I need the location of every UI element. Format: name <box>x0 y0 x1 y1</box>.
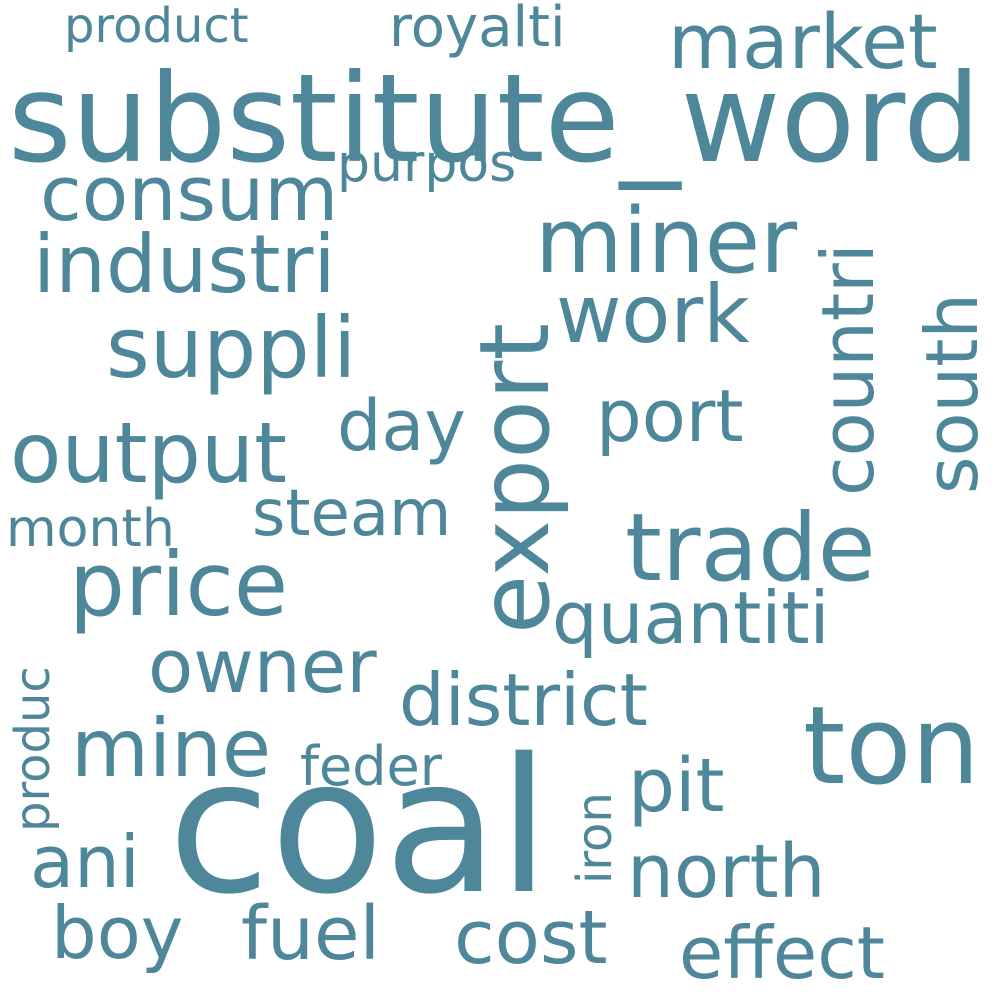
word-port: port <box>596 374 744 458</box>
word-miner: miner <box>535 189 798 294</box>
word-north: north <box>627 829 826 915</box>
word-owner: owner <box>148 624 377 710</box>
word-price: price <box>69 533 289 636</box>
word-feder: feder <box>300 735 442 798</box>
word-output: output <box>10 404 288 502</box>
word-trade: trade <box>625 494 876 603</box>
word-industri: industri <box>33 218 336 311</box>
word-pit: pit <box>628 743 725 829</box>
word-iron: iron <box>567 792 623 884</box>
word-produc: produc <box>5 666 61 832</box>
word-month: month <box>6 499 175 559</box>
word-day: day <box>337 385 466 467</box>
word-quantiti: quantiti <box>552 576 830 660</box>
word-export: export <box>459 323 571 634</box>
word-purpos: purpos <box>337 134 517 194</box>
word-coal: coal <box>168 718 550 935</box>
word-consum: consum <box>40 149 339 238</box>
word-substitute-word: substitute_word <box>8 48 981 190</box>
word-royalti: royalti <box>389 0 566 60</box>
word-boy: boy <box>51 891 184 975</box>
word-fuel: fuel <box>241 891 381 977</box>
word-countri: countri <box>806 243 890 496</box>
word-ton: ton <box>803 684 980 809</box>
word-district: district <box>399 658 648 742</box>
word-effect: effect <box>679 911 886 995</box>
word-ani: ani <box>30 820 140 904</box>
word-suppli: suppli <box>106 299 357 397</box>
word-mine: mine <box>71 702 272 795</box>
word-market: market <box>668 0 938 86</box>
word-work: work <box>556 268 750 361</box>
word-steam: steam <box>252 477 452 551</box>
word-product: product <box>64 0 249 54</box>
word-cost: cost <box>454 895 608 981</box>
word-south: south <box>910 292 994 494</box>
